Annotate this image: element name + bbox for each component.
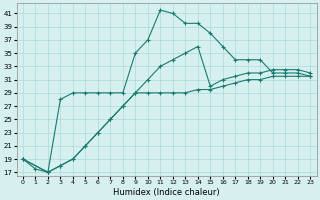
X-axis label: Humidex (Indice chaleur): Humidex (Indice chaleur)	[113, 188, 220, 197]
